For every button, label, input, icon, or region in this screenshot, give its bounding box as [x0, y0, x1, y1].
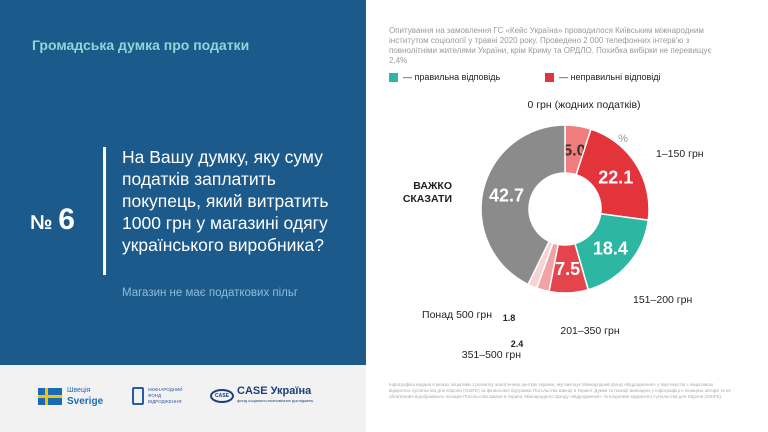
- sweden-logo-big-text: Sverige: [67, 396, 104, 407]
- case-logo-small-text: фонд соціально-економічних досліджень: [237, 398, 314, 403]
- case-mark-icon: CASE: [210, 389, 234, 403]
- case-logo: CASE CASE Україна фонд соціально-економі…: [210, 385, 314, 405]
- category-label-1: 0 грн (жодних податків): [527, 99, 640, 111]
- question-text: На Вашу думку, яку суму податків заплати…: [122, 147, 329, 255]
- fond-mark-icon: [132, 387, 144, 405]
- section-title: Громадська думка про податки: [32, 37, 250, 53]
- slice-2: [575, 128, 650, 222]
- sweden-logo-small-text: Швеція: [67, 387, 91, 394]
- legend-incorrect: — неправильні відповіді: [545, 72, 661, 82]
- number-sign: №: [30, 212, 53, 234]
- value-label-3: 18.4: [593, 239, 628, 259]
- category-label-6: Понад 500 грн: [422, 309, 492, 321]
- value-label-5: 2.4: [511, 339, 524, 349]
- survey-info: Опитування на замовлення ГС «Кейс Україн…: [389, 26, 712, 65]
- value-label-1: 5.0: [563, 142, 585, 159]
- sweden-logo: Швеція Sverige: [38, 385, 103, 407]
- category-label-3: 151–200 грн: [633, 294, 692, 306]
- legend-correct-swatch: [389, 72, 398, 82]
- slice-7: [480, 124, 566, 286]
- question-number-value: 6: [58, 203, 75, 236]
- case-logo-big-text: CASE Україна: [237, 385, 312, 397]
- category-label-5: 351–500 грн: [462, 349, 521, 361]
- category-label-4: 201–350 грн: [560, 325, 619, 337]
- value-label-7: 42.7: [489, 186, 524, 206]
- sweden-flag-icon: [38, 387, 62, 405]
- legend-correct: — правильна відповідь: [389, 72, 500, 82]
- value-label-6: 1.8: [503, 313, 516, 323]
- category-label-2: 1–150 грн: [656, 148, 704, 160]
- question-number: № 6: [30, 203, 75, 237]
- unit-label: %: [618, 133, 628, 145]
- legend-correct-label: — правильна відповідь: [403, 72, 501, 82]
- legend-incorrect-swatch: [545, 72, 554, 82]
- value-label-4: 7.5: [555, 259, 580, 279]
- divider-line: [103, 147, 106, 275]
- value-label-2: 22.1: [598, 167, 633, 187]
- question-note: Магазин не має податкових пільг: [122, 287, 299, 299]
- question-panel: Громадська думка про податки № 6 На Вашу …: [0, 0, 366, 365]
- category-label-7: ВАЖКО СКАЗАТИ: [403, 180, 452, 205]
- legend-incorrect-label: — неправильні відповіді: [559, 72, 661, 82]
- credits-text: Інфографіка видана в межах Ініціативи з …: [389, 382, 731, 399]
- donut-chart: % 5.0 0 грн (жодних податків) 22.1 1–150 гр…: [403, 99, 704, 361]
- fond-logo-text: МІЖНАРОДНИЙ ФОНД ВІДРОДЖЕННЯ: [148, 387, 183, 404]
- fond-logo: МІЖНАРОДНИЙ ФОНД ВІДРОДЖЕННЯ: [132, 387, 188, 405]
